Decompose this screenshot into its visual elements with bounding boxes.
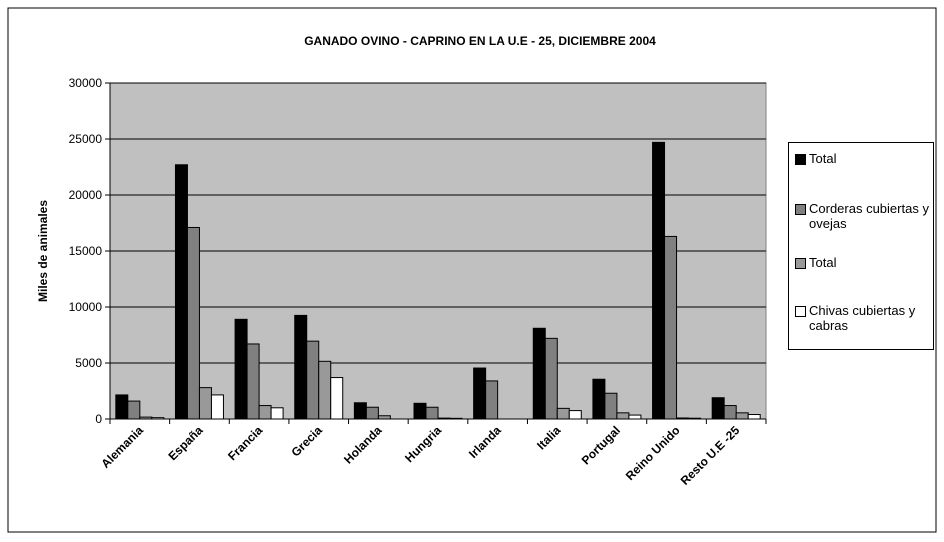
bar xyxy=(544,337,558,420)
bar xyxy=(592,378,606,420)
legend-swatch xyxy=(795,258,806,269)
bar xyxy=(270,407,284,420)
bar xyxy=(330,377,344,420)
bar xyxy=(735,412,749,420)
y-tick-label: 25000 xyxy=(69,132,103,146)
legend-label: Corderas cubiertas y ovejas xyxy=(809,201,929,231)
chart-title: GANADO OVINO - CAPRINO EN LA U.E - 25, D… xyxy=(304,34,656,48)
bar xyxy=(664,235,678,420)
bar xyxy=(437,417,451,420)
bar xyxy=(306,340,320,420)
bar xyxy=(127,400,141,420)
bar xyxy=(139,416,153,420)
bar xyxy=(449,417,463,420)
bar xyxy=(652,141,666,420)
bar xyxy=(365,406,379,420)
bar xyxy=(413,402,427,420)
bar xyxy=(568,410,582,420)
bar xyxy=(198,387,212,420)
bar xyxy=(425,406,439,420)
y-tick-label: 0 xyxy=(95,412,102,426)
bar xyxy=(377,415,391,420)
legend-item: Chivas cubiertas y cabras xyxy=(795,303,933,333)
bar xyxy=(246,343,260,420)
bar xyxy=(210,394,224,420)
legend-label: Chivas cubiertas y cabras xyxy=(809,303,916,333)
bar xyxy=(258,405,272,420)
bar xyxy=(174,164,188,420)
legend-swatch xyxy=(795,306,806,317)
legend-item: Total xyxy=(795,255,933,270)
bar xyxy=(485,380,499,420)
bar xyxy=(676,417,690,420)
y-tick-label: 30000 xyxy=(69,76,103,90)
y-tick-label: 15000 xyxy=(69,244,103,258)
bar xyxy=(473,367,487,420)
bar xyxy=(294,314,308,420)
y-tick-label: 5000 xyxy=(75,356,102,370)
legend-item: Total xyxy=(795,151,933,166)
bar xyxy=(723,405,737,420)
bar xyxy=(234,318,248,420)
bar xyxy=(628,414,642,420)
y-tick-label: 10000 xyxy=(69,300,103,314)
bar xyxy=(747,414,761,420)
legend-swatch xyxy=(795,154,806,165)
y-axis-label: Miles de animales xyxy=(36,200,50,302)
legend: Total Corderas cubiertas y ovejas Total Chi… xyxy=(788,142,934,350)
bar xyxy=(616,412,630,420)
bar xyxy=(151,417,165,420)
bar xyxy=(186,226,200,420)
legend-label: Total xyxy=(809,255,837,270)
bar xyxy=(604,392,618,420)
bar xyxy=(556,407,570,420)
bar xyxy=(353,402,367,420)
bar xyxy=(711,397,725,420)
legend-label: Total xyxy=(809,151,837,166)
bar xyxy=(115,394,129,420)
legend-item: Corderas cubiertas y ovejas xyxy=(795,201,933,231)
legend-swatch xyxy=(795,204,806,215)
bar xyxy=(532,327,546,420)
bar xyxy=(688,417,702,420)
bar xyxy=(318,360,332,420)
y-tick-label: 20000 xyxy=(69,188,103,202)
